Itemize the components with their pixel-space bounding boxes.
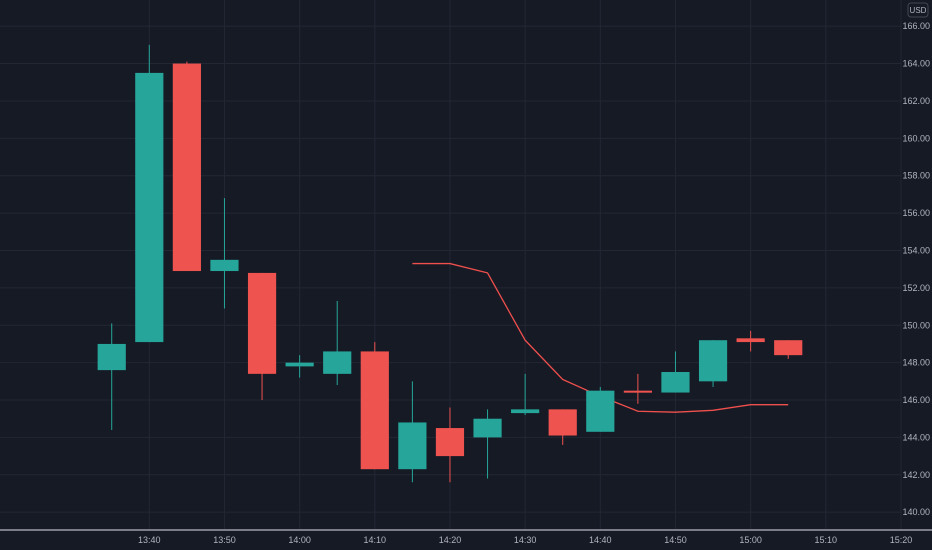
time-tick-label: 14:20 <box>439 535 462 545</box>
time-tick-label: 14:40 <box>589 535 612 545</box>
candle-body <box>172 63 201 272</box>
time-tick-label: 14:30 <box>514 535 537 545</box>
price-tick-label: 166.00 <box>902 21 930 31</box>
price-tick-label: 148.00 <box>902 358 930 368</box>
time-tick-label: 14:50 <box>664 535 687 545</box>
time-tick-label: 14:00 <box>288 535 311 545</box>
time-tick-label: 15:00 <box>739 535 762 545</box>
price-tick-label: 154.00 <box>902 245 930 255</box>
time-tick-label: 13:40 <box>138 535 161 545</box>
candle-down[interactable] <box>774 340 803 359</box>
candle-body <box>473 418 502 438</box>
candle-body <box>511 409 540 414</box>
candle-body <box>247 272 277 374</box>
currency-label: USD <box>910 6 927 15</box>
candle-down[interactable] <box>623 373 652 404</box>
price-tick-label: 162.00 <box>902 96 930 106</box>
price-tick-label: 156.00 <box>902 208 930 218</box>
candle-up[interactable] <box>698 340 728 387</box>
candle-body <box>774 340 803 356</box>
candle-up[interactable] <box>511 373 540 415</box>
price-tick-label: 150.00 <box>902 320 930 330</box>
time-tick-label: 15:20 <box>890 535 913 545</box>
candle-up[interactable] <box>285 355 314 378</box>
time-axis[interactable]: 13:40 13:50 14:00 14:10 14:20 14:30 14:40 14:50… <box>138 535 912 545</box>
candle-down[interactable] <box>360 342 389 470</box>
candle-up[interactable] <box>135 44 164 343</box>
candle-up[interactable] <box>210 198 239 309</box>
candle-body <box>661 371 690 393</box>
price-tick-label: 142.00 <box>902 470 930 480</box>
candle-up[interactable] <box>398 381 427 483</box>
price-tick-label: 158.00 <box>902 171 930 181</box>
candle-down[interactable] <box>172 61 201 272</box>
currency-badge[interactable]: USD <box>907 2 929 18</box>
candle-down[interactable] <box>736 330 765 352</box>
candle-body <box>210 259 239 272</box>
time-tick-label: 13:50 <box>213 535 236 545</box>
candle-body <box>698 340 728 382</box>
price-tick-label: 144.00 <box>902 432 930 442</box>
currency-badge-box <box>907 2 929 18</box>
candle-up[interactable] <box>661 351 690 393</box>
candle-up[interactable] <box>473 409 502 479</box>
price-tick-label: 146.00 <box>902 395 930 405</box>
candle-body <box>97 343 126 371</box>
candle-body <box>623 390 652 393</box>
candle-body <box>323 351 352 374</box>
candle-body <box>360 351 389 470</box>
candle-body <box>435 428 465 457</box>
candle-up[interactable] <box>586 386 615 432</box>
candle-body <box>548 409 577 436</box>
price-tick-label: 160.00 <box>902 133 930 143</box>
price-axis[interactable]: 140.00 142.00 144.00 146.00 148.00 150.00 152.… <box>902 21 930 517</box>
candle-down[interactable] <box>247 272 277 401</box>
candle-body <box>586 390 615 432</box>
candle-body <box>285 362 314 367</box>
time-tick-label: 15:10 <box>815 535 838 545</box>
candle-up[interactable] <box>97 323 126 430</box>
candle-body <box>736 338 765 343</box>
candle-body <box>135 72 164 343</box>
candle-up[interactable] <box>323 300 352 386</box>
candle-down[interactable] <box>548 409 577 445</box>
candle-body <box>398 422 427 470</box>
candle-down[interactable] <box>435 407 465 483</box>
time-tick-label: 14:10 <box>364 535 387 545</box>
price-tick-label: 164.00 <box>902 59 930 69</box>
price-tick-label: 140.00 <box>902 507 930 517</box>
price-tick-label: 152.00 <box>902 283 930 293</box>
candles-layer <box>97 44 803 483</box>
